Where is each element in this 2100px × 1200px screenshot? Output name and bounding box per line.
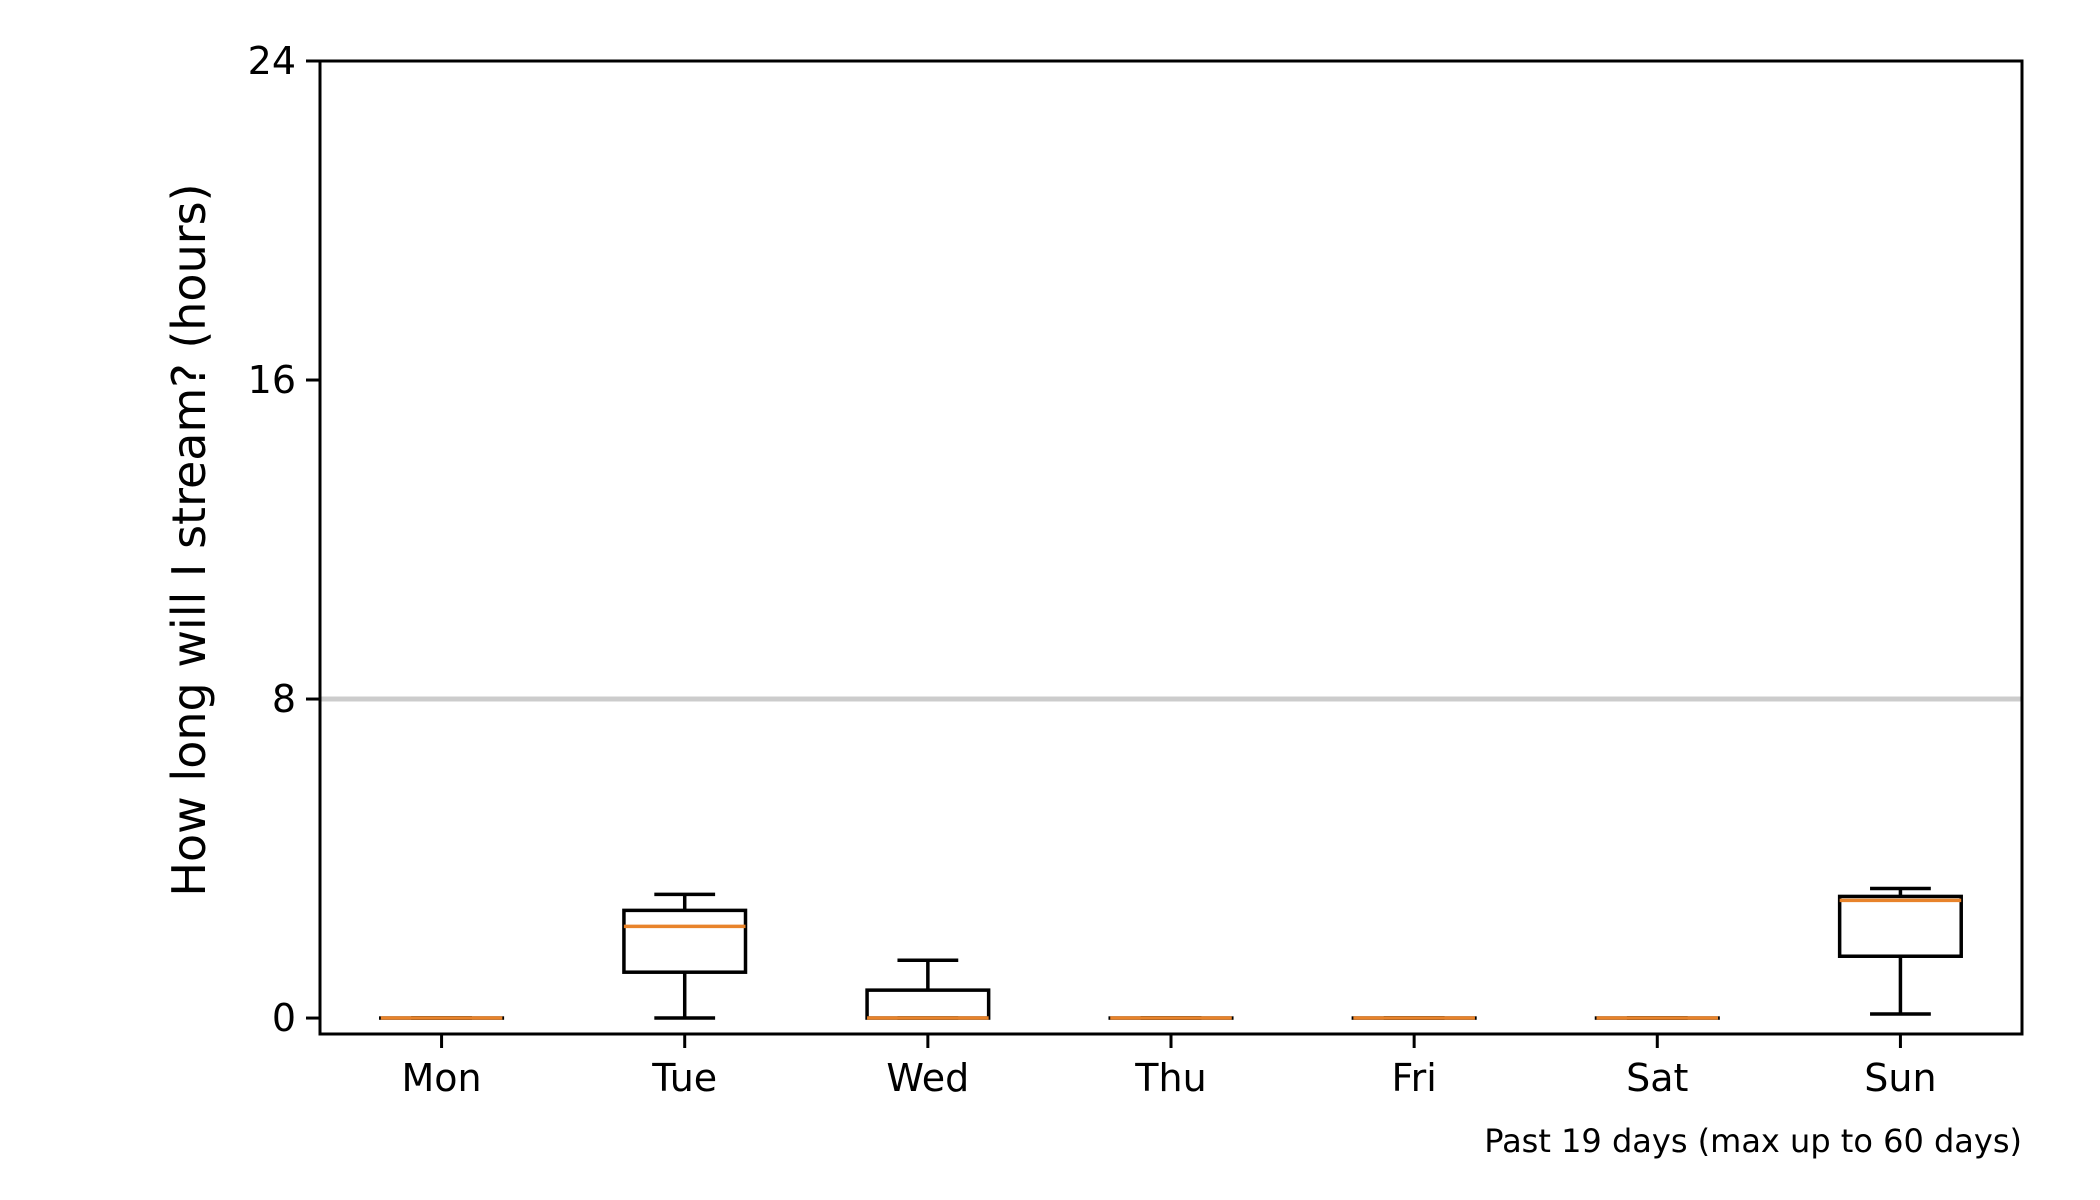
- box-sun: [1837, 886, 1963, 1016]
- x-tick-label: Wed: [886, 1056, 969, 1100]
- y-axis-title: How long will I stream? (hours): [162, 183, 216, 896]
- x-tick-label: Fri: [1392, 1056, 1437, 1100]
- axis-layer: [306, 59, 2024, 1048]
- x-tick-label: Sat: [1626, 1056, 1688, 1100]
- x-tick-label: Thu: [1134, 1056, 1206, 1100]
- y-tick-label: 24: [248, 39, 296, 83]
- y-tick-label: 16: [248, 358, 296, 402]
- plot-frame: [318, 59, 2024, 1036]
- box-body: [1837, 894, 1963, 958]
- chart-caption: Past 19 days (max up to 60 days): [1484, 1122, 2022, 1160]
- box-wed: [865, 958, 991, 1020]
- box-body: [865, 988, 991, 1020]
- box-tue: [622, 892, 748, 1020]
- x-tick-label: Tue: [651, 1056, 717, 1100]
- box-layer: [379, 886, 1963, 1020]
- text-layer: How long will I stream? (hours) Past 19 …: [162, 39, 2022, 1160]
- y-tick-label: 8: [272, 677, 296, 721]
- box-body: [622, 908, 748, 974]
- x-tick-label: Sun: [1864, 1056, 1936, 1100]
- y-tick-label: 0: [272, 996, 296, 1040]
- x-tick-label: Mon: [402, 1056, 482, 1100]
